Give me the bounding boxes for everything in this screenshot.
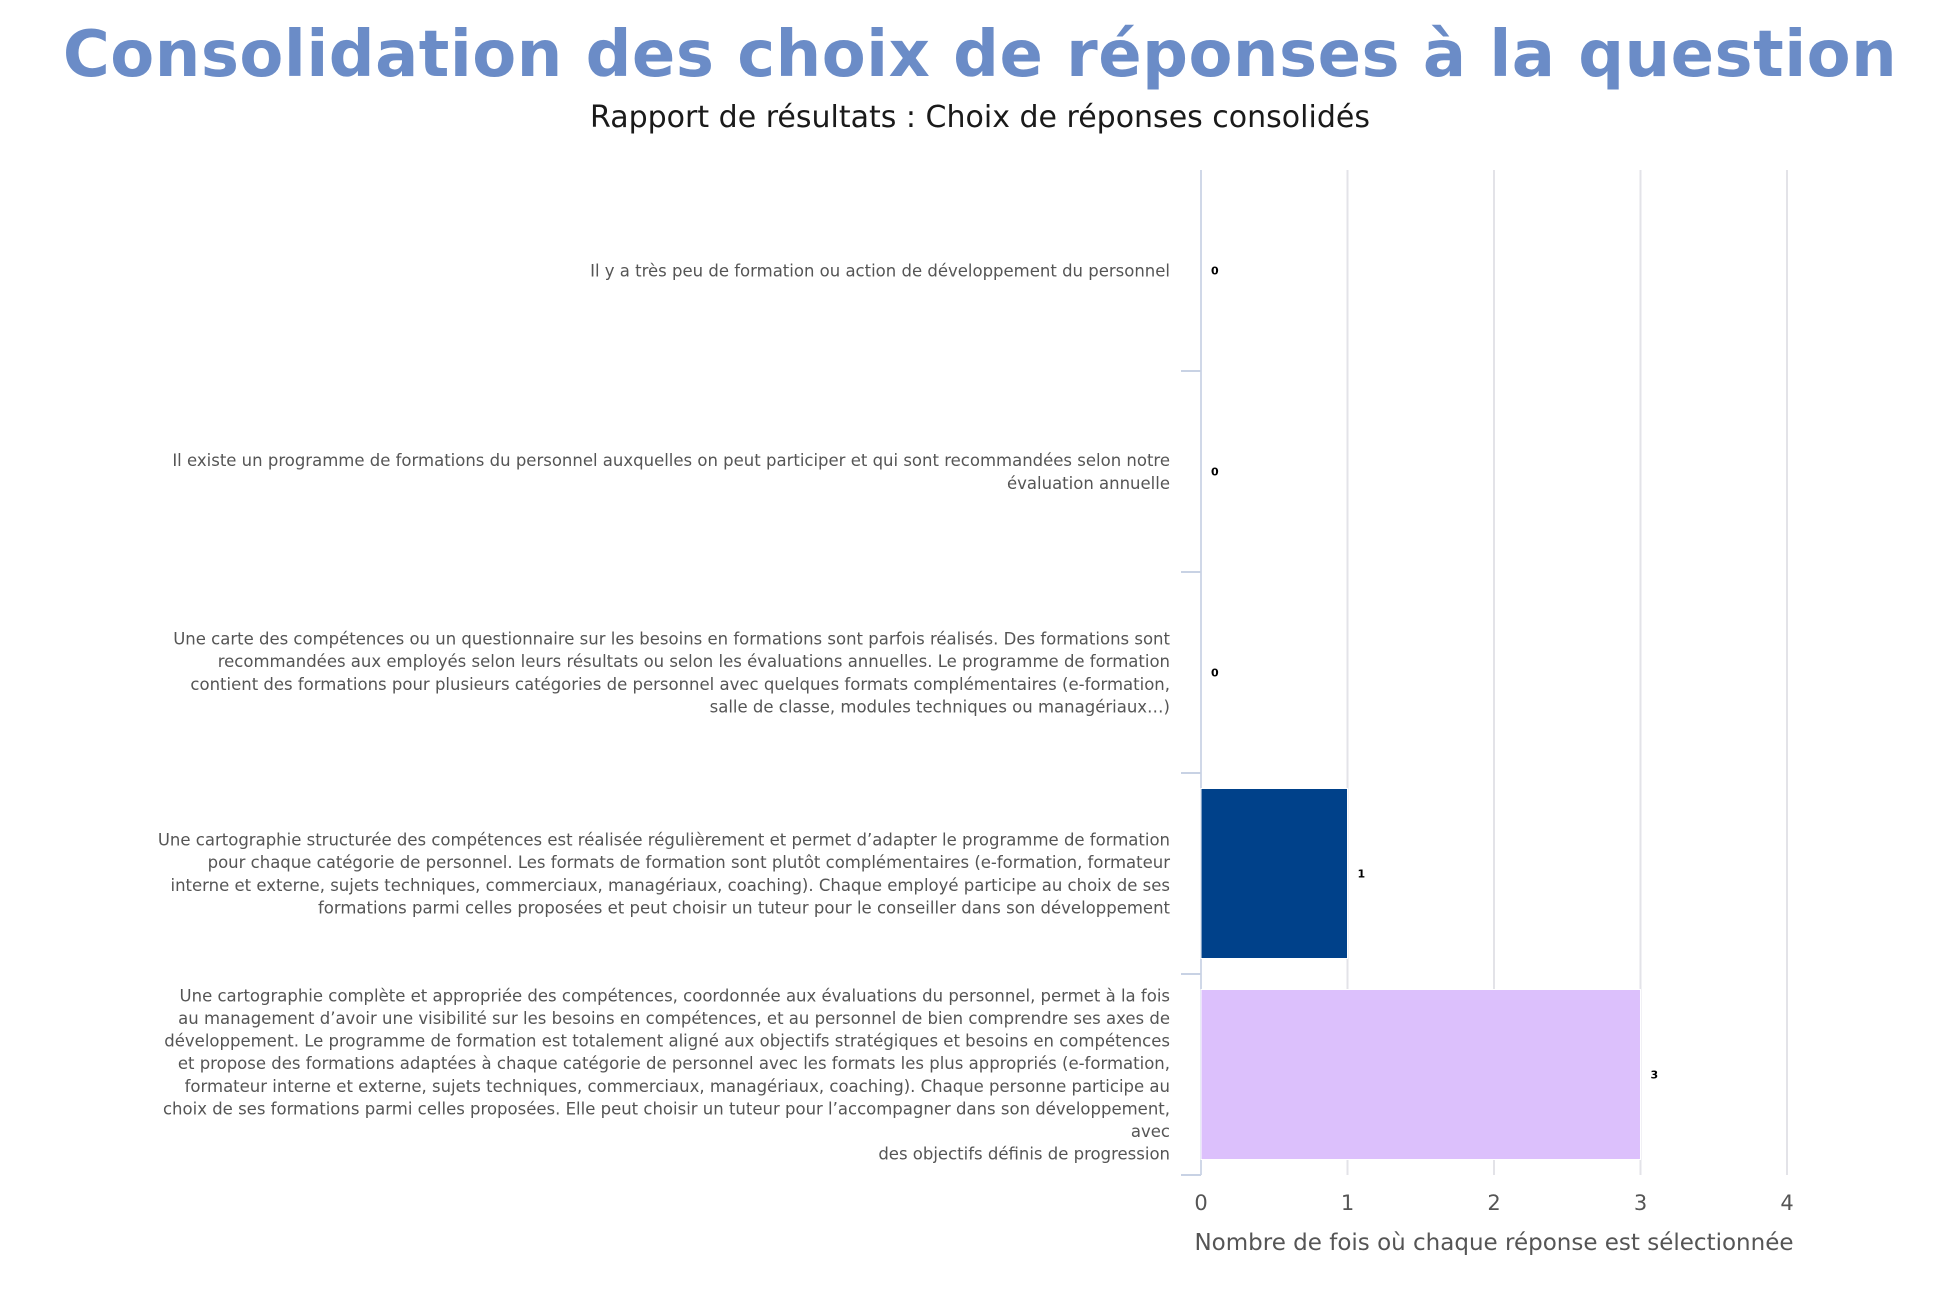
category-label-line: contient des formations pour plusieurs c… — [190, 675, 1170, 694]
category-label-line: et propose des formations adaptées à cha… — [178, 1054, 1170, 1073]
category-label: Une carte des compétences ou un question… — [173, 630, 1170, 717]
value-label: 0 — [1211, 667, 1219, 680]
x-tick-label: 1 — [1341, 1191, 1354, 1215]
category-label-line: formations parmi celles proposées et peu… — [318, 898, 1171, 917]
category-label-line: Il existe un programme de formations du … — [172, 451, 1170, 470]
x-tick-label: 2 — [1487, 1191, 1500, 1215]
x-axis-ticks: 0 1 2 3 4 — [1194, 1191, 1793, 1215]
chart-subtitle: Rapport de résultats : Choix de réponses… — [590, 100, 1370, 135]
category-label-line: choix de ses formations parmi celles pro… — [163, 1099, 1170, 1118]
category-label-line: formateur interne et externe, sujets tec… — [185, 1077, 1170, 1096]
x-tick-label: 4 — [1780, 1191, 1793, 1215]
category-label-line: pour chaque catégorie de personnel. Les … — [208, 853, 1171, 872]
category-label: Une cartographie structurée des compéten… — [158, 831, 1171, 918]
bars — [1200, 788, 1641, 1160]
x-tick-label: 0 — [1194, 1191, 1207, 1215]
category-label: Une cartographie complète et appropriée … — [163, 986, 1170, 1163]
chart-title: Consolidation des choix de réponses à la… — [62, 18, 1898, 92]
y-axis — [1181, 170, 1202, 1176]
x-axis-title: Nombre de fois où chaque réponse est sél… — [1194, 1230, 1793, 1256]
category-label-line: évaluation annuelle — [1007, 474, 1170, 493]
category-label: Il existe un programme de formations du … — [172, 451, 1170, 493]
bar — [1200, 788, 1348, 959]
value-label: 0 — [1211, 466, 1219, 479]
category-label: Il y a très peu de formation ou action d… — [590, 262, 1170, 281]
category-label-line: au management d’avoir une visibilité sur… — [178, 1009, 1170, 1028]
category-label-line: Une carte des compétences ou un question… — [173, 630, 1170, 649]
category-label-line: Une cartographie structurée des compéten… — [158, 831, 1170, 850]
category-label-line: développement. Le programme de formation… — [164, 1032, 1170, 1051]
value-label: 1 — [1358, 868, 1366, 881]
category-label-line: des objectifs définis de progression — [878, 1145, 1170, 1164]
category-label-line: avec — [1131, 1122, 1170, 1141]
category-label-line: recommandées aux employés selon leurs ré… — [218, 652, 1170, 671]
value-label: 0 — [1211, 265, 1219, 278]
value-labels: 0 0 0 1 3 — [1211, 265, 1658, 1082]
category-labels: Il y a très peu de formation ou action d… — [158, 262, 1171, 1164]
category-label-line: salle de classe, modules techniques ou m… — [710, 697, 1170, 716]
category-label-line: Il y a très peu de formation ou action d… — [590, 262, 1170, 281]
bar — [1200, 989, 1641, 1160]
category-label-line: Une cartographie complète et appropriée … — [180, 986, 1170, 1005]
x-tick-label: 3 — [1634, 1191, 1647, 1215]
value-label: 3 — [1651, 1069, 1659, 1082]
category-label-line: interne et externe, sujets techniques, c… — [170, 876, 1170, 895]
